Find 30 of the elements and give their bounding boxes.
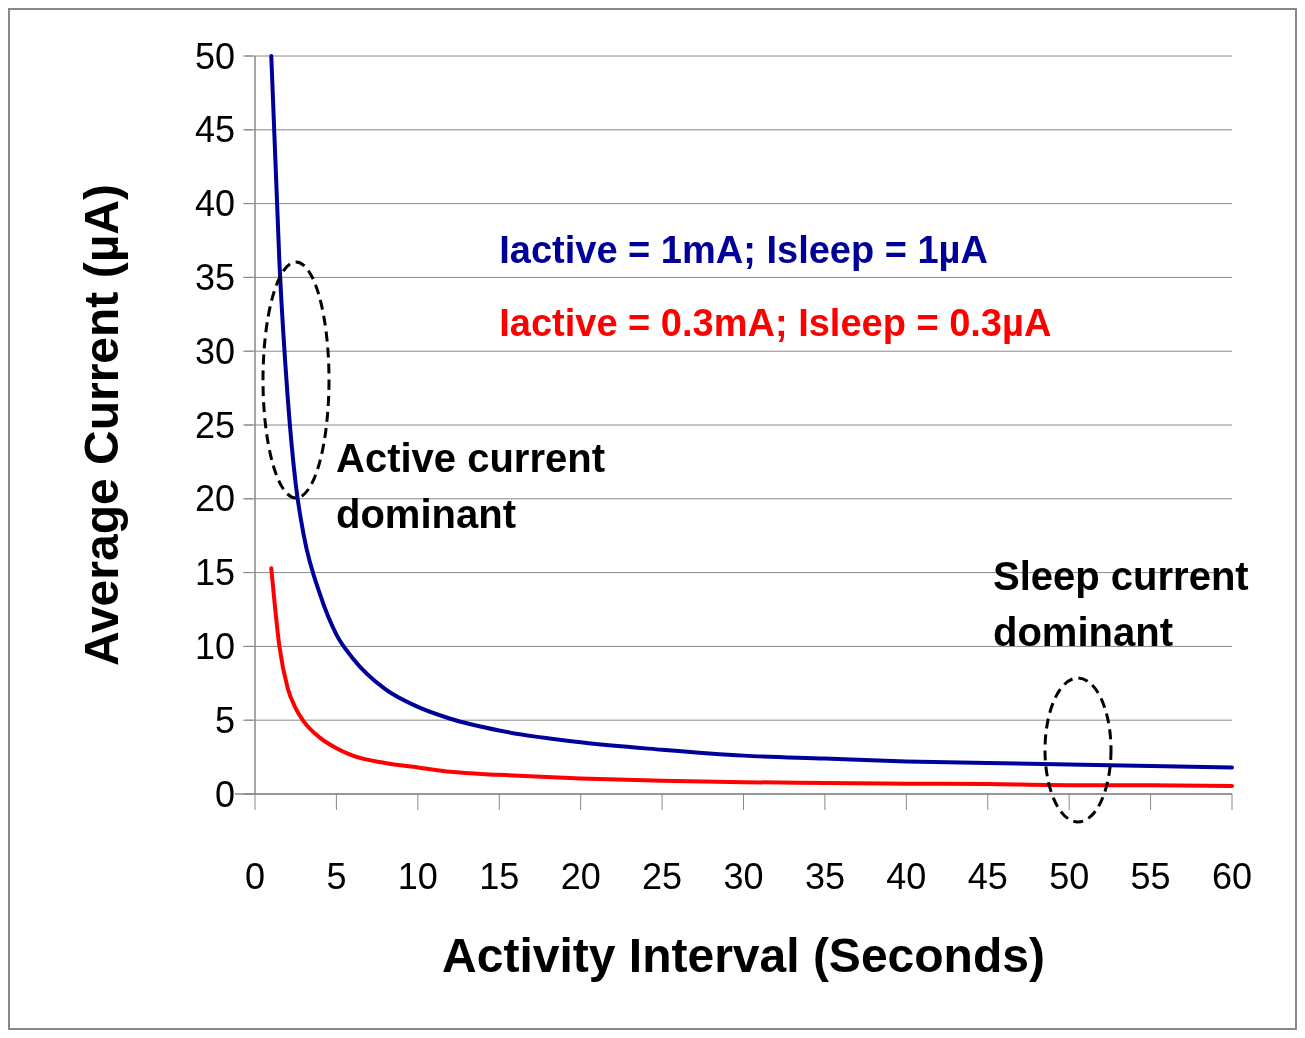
- y-tick-label: 10: [194, 626, 235, 667]
- y-tick-label: 5: [214, 699, 235, 741]
- y-axis-title: Average Current (µA): [75, 184, 128, 666]
- x-tick-label: 35: [804, 856, 845, 897]
- y-tick-label: 0: [214, 773, 235, 815]
- x-tick-label: 25: [642, 856, 683, 897]
- x-tick-label: 30: [723, 856, 764, 897]
- annotation: Active current dominant: [336, 436, 605, 536]
- y-tick-label: 25: [194, 404, 235, 446]
- x-tick-label: 15: [479, 856, 520, 897]
- text: Iactive = 1mA; Isleep = 1µA: [499, 228, 988, 271]
- y-tick-label: 15: [194, 552, 235, 594]
- x-tick-label: 50: [1049, 856, 1090, 897]
- x-tick-label: 0: [244, 856, 266, 897]
- x-tick-label: 5: [326, 856, 347, 897]
- y-tick-label: 45: [194, 109, 235, 151]
- x-tick-label: 60: [1211, 856, 1253, 897]
- x-tick-label: 45: [967, 856, 1008, 897]
- annotation: Sleep current dominant: [993, 554, 1249, 654]
- y-tick-label: 35: [194, 257, 235, 298]
- text: Iactive = 0.3mA; Isleep = 0.3µA: [499, 301, 1052, 344]
- x-tick-label: 10: [397, 856, 438, 897]
- x-tick-label: 55: [1130, 856, 1171, 897]
- y-tick-label: 20: [194, 478, 235, 520]
- y-tick-label: 30: [194, 330, 235, 372]
- x-axis-title: Activity Interval (Seconds): [442, 929, 1045, 982]
- y-tick-label: 50: [194, 35, 235, 77]
- x-tick-label: 20: [560, 856, 601, 897]
- y-tick-label: 40: [194, 183, 235, 225]
- x-tick-label: 40: [886, 856, 927, 897]
